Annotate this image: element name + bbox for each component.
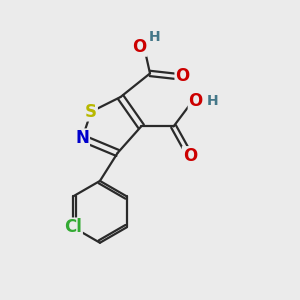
- Text: O: O: [175, 68, 190, 85]
- Text: N: N: [75, 129, 89, 147]
- Text: O: O: [133, 38, 147, 56]
- Text: S: S: [85, 103, 97, 121]
- Text: Cl: Cl: [64, 218, 82, 236]
- Text: H: H: [207, 94, 218, 108]
- Text: O: O: [183, 147, 197, 165]
- Text: O: O: [188, 92, 203, 110]
- Text: H: H: [148, 30, 160, 44]
